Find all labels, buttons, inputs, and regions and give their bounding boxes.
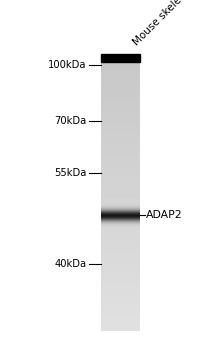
Text: Mouse skeletal muscle: Mouse skeletal muscle bbox=[132, 0, 204, 47]
Text: 70kDa: 70kDa bbox=[54, 116, 87, 126]
Text: 100kDa: 100kDa bbox=[48, 60, 87, 70]
Text: 40kDa: 40kDa bbox=[55, 259, 87, 269]
Text: ADAP2: ADAP2 bbox=[146, 210, 182, 220]
Bar bbox=[101, 54, 140, 62]
Text: 55kDa: 55kDa bbox=[54, 168, 87, 178]
